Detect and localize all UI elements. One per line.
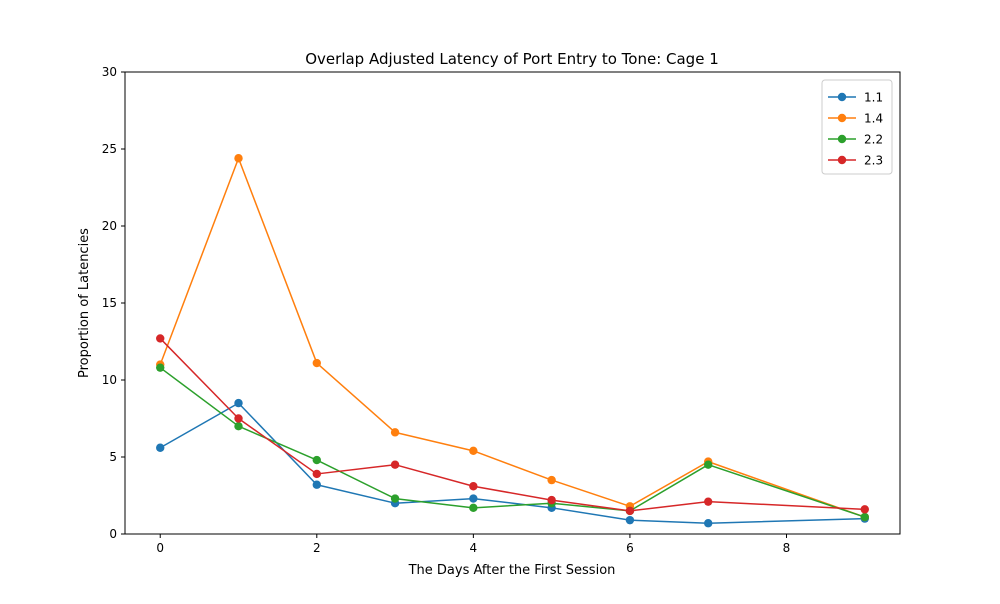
series-line — [159, 367, 866, 518]
data-point — [469, 446, 478, 456]
x-tick-label: 4 — [470, 541, 478, 555]
chart-title: Overlap Adjusted Latency of Port Entry t… — [305, 50, 719, 68]
x-axis-label: The Days After the First Session — [408, 563, 616, 578]
data-point — [547, 475, 556, 485]
legend-marker — [837, 134, 847, 144]
data-point — [234, 398, 243, 408]
data-point — [469, 482, 478, 491]
legend-item: 2.3 — [828, 154, 883, 168]
data-point — [860, 512, 869, 522]
data-point — [704, 460, 713, 469]
legend-box — [821, 79, 893, 175]
data-point — [234, 154, 243, 163]
data-point — [469, 503, 478, 513]
x-tick-label: 8 — [783, 541, 791, 555]
x-tick-label: 2 — [313, 541, 321, 555]
axes: 0 2 4 6 8 0 5 10 15 20 25 30 — [102, 65, 901, 555]
series-1-1 — [156, 398, 869, 528]
data-point — [156, 443, 165, 452]
data-point — [625, 506, 635, 516]
legend-label: 1.4 — [864, 112, 883, 126]
legend-marker — [837, 155, 847, 165]
data-point — [234, 422, 243, 431]
y-axis-label: Proportion of Latencies — [77, 228, 92, 378]
legend-label: 1.1 — [864, 91, 883, 105]
legend-item: 1.4 — [828, 112, 883, 126]
y-tick-label: 30 — [102, 65, 117, 79]
y-tick-label: 15 — [102, 296, 117, 310]
x-tick-label: 6 — [626, 541, 634, 555]
data-point — [390, 460, 400, 469]
data-point — [704, 497, 713, 506]
data-point — [390, 494, 400, 503]
data-point — [390, 428, 400, 437]
y-tick-label: 0 — [109, 527, 117, 541]
legend-item: 2.2 — [828, 133, 883, 147]
data-point — [704, 519, 713, 528]
legend-item: 1.1 — [828, 91, 883, 105]
y-tick-label: 25 — [102, 142, 117, 156]
series-line — [159, 337, 865, 512]
data-point — [625, 515, 635, 525]
legend-marker — [837, 113, 847, 123]
data-point — [547, 495, 556, 505]
data-point — [312, 358, 321, 368]
y-tick-label: 20 — [102, 219, 117, 233]
data-point — [156, 334, 165, 343]
series-2-2 — [156, 363, 869, 522]
y-tick-label: 10 — [102, 373, 117, 387]
data-point — [469, 494, 478, 503]
series-2-3 — [156, 334, 869, 516]
series-1-4 — [156, 154, 869, 522]
data-point — [312, 455, 321, 465]
data-point — [234, 414, 243, 423]
series-lines — [156, 154, 869, 528]
legend-marker — [837, 92, 847, 102]
legend-label: 2.3 — [864, 154, 883, 168]
x-tick-label: 0 — [156, 541, 164, 555]
y-tick-label: 5 — [109, 450, 117, 464]
data-point — [312, 480, 321, 489]
data-point — [312, 469, 321, 479]
legend-label: 2.2 — [864, 133, 883, 147]
legend: 1.1 1.4 2.2 2.3 — [821, 79, 893, 175]
data-point — [860, 505, 869, 514]
data-point — [156, 363, 165, 372]
series-line — [159, 157, 866, 518]
